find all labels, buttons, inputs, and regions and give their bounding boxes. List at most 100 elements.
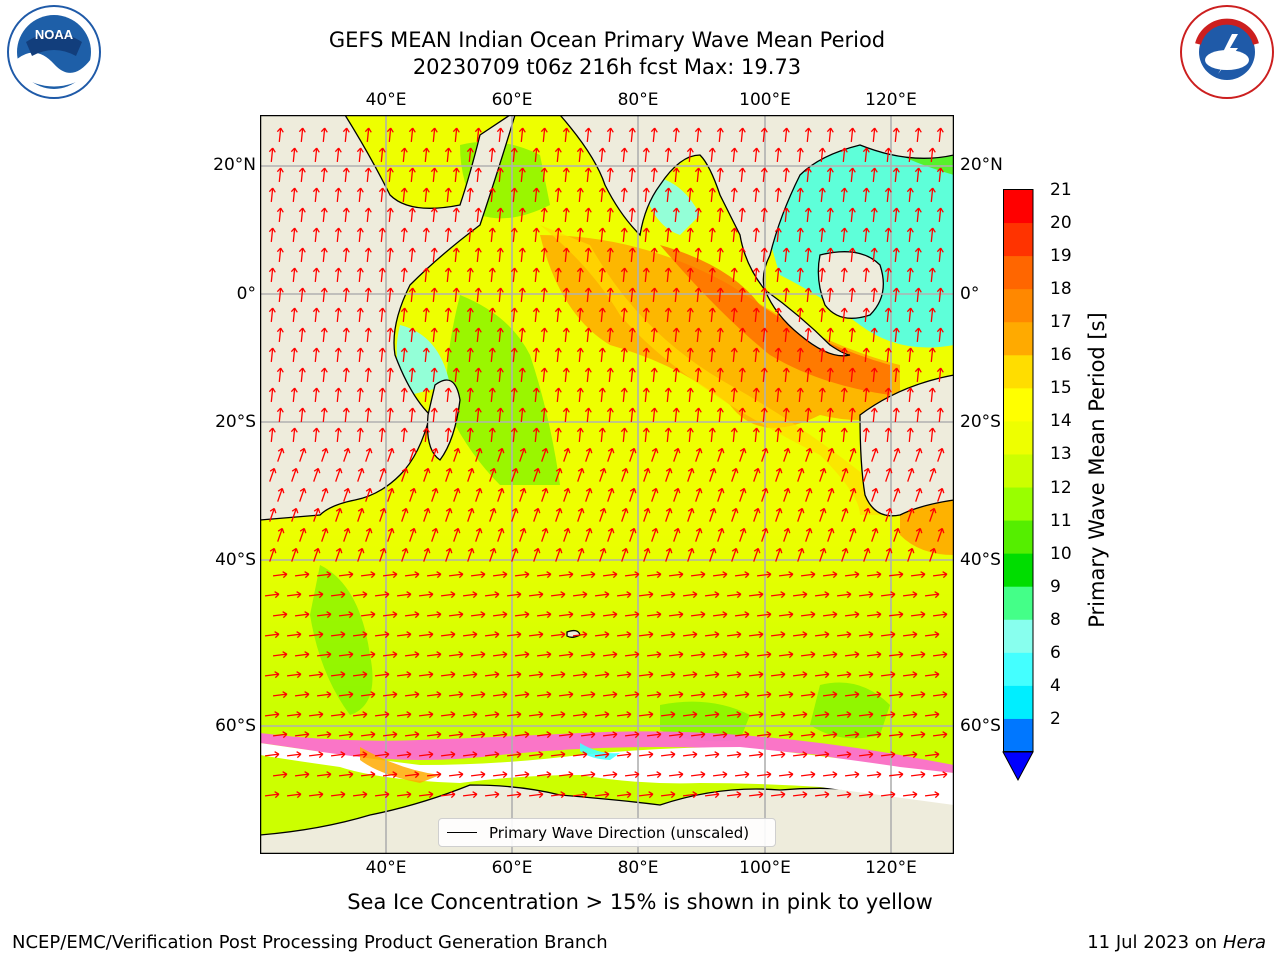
wave-arrow: [863, 507, 871, 522]
wave-arrow: [536, 651, 552, 659]
wave-arrow: [474, 287, 482, 303]
wave-arrow: [928, 347, 936, 363]
wave-arrow: [554, 387, 562, 403]
wave-arrow: [709, 507, 717, 522]
wave-arrow: [558, 731, 574, 739]
lat-tick-right: 20°N: [960, 155, 1003, 175]
wave-arrow: [814, 631, 830, 639]
wave-arrow: [650, 247, 658, 263]
wave-arrow: [910, 771, 926, 779]
wave-arrow: [342, 287, 350, 303]
wave-arrow: [514, 771, 530, 779]
wave-arrow: [797, 507, 805, 522]
wave-arrow: [915, 527, 923, 542]
wave-arrow: [928, 427, 936, 443]
wave-arrow: [841, 547, 849, 562]
wave-arrow: [646, 731, 662, 739]
wave-arrow: [409, 447, 417, 462]
wave-arrow: [374, 631, 390, 639]
wave-arrow: [616, 631, 632, 639]
wave-arrow: [594, 671, 610, 679]
wave-arrow: [312, 307, 320, 323]
wave-arrow: [452, 167, 460, 183]
wave-arrow: [580, 571, 596, 579]
wave-arrow: [489, 547, 497, 562]
wave-arrow: [694, 167, 702, 183]
wave-arrow: [804, 287, 812, 303]
wave-arrow: [577, 467, 585, 482]
wave-arrow: [884, 187, 892, 203]
wave-arrow: [554, 147, 562, 163]
wave-arrow: [668, 611, 684, 619]
wave-arrow: [752, 227, 760, 243]
wave-arrow: [907, 507, 915, 522]
wave-arrow: [888, 731, 904, 739]
wave-arrow: [357, 507, 365, 522]
wave-arrow: [870, 287, 878, 303]
wave-arrow: [510, 347, 518, 363]
wave-arrow: [536, 571, 552, 579]
wave-arrow: [928, 387, 936, 403]
wave-arrow: [444, 427, 452, 443]
wave-arrow: [628, 247, 636, 263]
wave-arrow: [628, 207, 636, 223]
wave-arrow: [594, 711, 610, 719]
wave-arrow: [936, 367, 944, 383]
colorbar-tick-label: 11: [1050, 510, 1072, 531]
wave-arrow: [444, 147, 452, 163]
wave-arrow: [893, 487, 901, 502]
wave-arrow: [704, 791, 720, 799]
wave-arrow: [760, 247, 768, 263]
wave-arrow: [555, 467, 563, 482]
wave-arrow: [360, 651, 376, 659]
wave-arrow: [400, 307, 408, 323]
wave-arrow: [360, 691, 376, 699]
wave-arrow: [686, 347, 694, 363]
wave-arrow: [621, 547, 629, 562]
wave-arrow: [269, 467, 277, 482]
wave-arrow: [555, 507, 563, 522]
wave-arrow: [782, 407, 790, 423]
wave-arrow: [452, 247, 460, 263]
wave-arrow: [497, 487, 505, 502]
wave-arrow: [518, 367, 526, 383]
wave-arrow: [928, 227, 936, 243]
wave-arrow: [554, 427, 562, 443]
wave-arrow: [558, 771, 574, 779]
wave-arrow: [308, 791, 324, 799]
wave-arrow: [290, 187, 298, 203]
wave-arrow: [730, 387, 738, 403]
wave-arrow: [506, 711, 522, 719]
wave-arrow: [804, 167, 812, 183]
wave-arrow: [888, 651, 904, 659]
colorbar-tick-label: 18: [1050, 279, 1072, 300]
wave-arrow: [496, 127, 504, 143]
wave-arrow: [800, 771, 816, 779]
wave-arrow: [840, 147, 848, 163]
wave-arrow: [532, 227, 540, 243]
wave-arrow: [885, 547, 893, 562]
wave-arrow: [906, 307, 914, 323]
wave-arrow: [756, 771, 772, 779]
wave-arrow: [276, 327, 284, 343]
wave-arrow: [929, 547, 937, 562]
wave-arrow: [562, 367, 570, 383]
wave-arrow: [532, 347, 540, 363]
wave-arrow: [453, 527, 461, 542]
wave-arrow: [364, 327, 372, 343]
wave-arrow: [294, 731, 310, 739]
wave-arrow: [378, 387, 386, 403]
wave-arrow: [734, 771, 750, 779]
wave-arrow: [862, 347, 870, 363]
wave-arrow: [598, 427, 606, 443]
wave-arrow: [489, 467, 497, 482]
wave-arrow: [778, 651, 794, 659]
wave-arrow: [492, 651, 508, 659]
wave-arrow: [664, 387, 672, 403]
wave-arrow: [445, 547, 453, 562]
colorbar-tick-label: 16: [1050, 345, 1072, 366]
wave-arrow: [606, 287, 614, 303]
wave-arrow: [664, 427, 672, 443]
wave-arrow: [386, 247, 394, 263]
wave-arrow: [686, 187, 694, 203]
